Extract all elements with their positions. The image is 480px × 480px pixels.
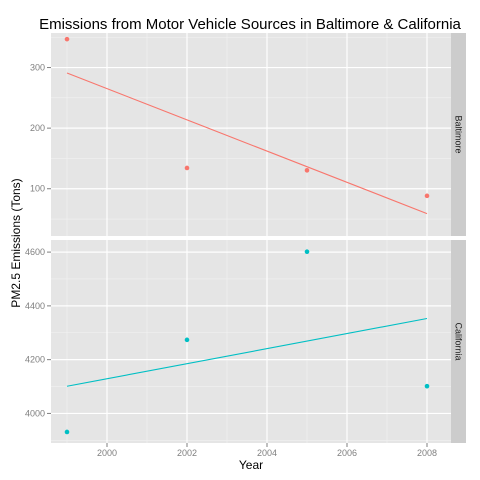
x-tick-label: 2002 — [177, 448, 197, 458]
data-point — [305, 168, 310, 173]
panel-background — [51, 240, 451, 443]
x-tick-label: 2006 — [337, 448, 357, 458]
data-point — [65, 37, 70, 42]
x-axis: 2000 2002 2004 2006 2008 — [97, 443, 437, 458]
y-tick-label: 300 — [30, 63, 45, 73]
facet-label-baltimore: Baltimore — [454, 115, 464, 153]
panel-baltimore: 100 200 300 Baltimore — [30, 33, 466, 236]
x-axis-title: Year — [239, 458, 263, 472]
panel-california: 4000 4200 4400 4600 California — [25, 240, 466, 443]
chart-panels: 100 200 300 Baltimore 4000 4200 4400 4600 Califo… — [25, 33, 466, 443]
data-point — [425, 194, 430, 199]
y-tick-label: 200 — [30, 123, 45, 133]
data-point — [425, 384, 430, 389]
data-point — [185, 166, 190, 171]
x-tick-label: 2000 — [97, 448, 117, 458]
data-point — [185, 338, 190, 343]
y-tick-label: 4400 — [25, 301, 45, 311]
y-axis-title: PM2.5 Emissions (Tons) — [9, 178, 23, 307]
y-tick-label: 100 — [30, 184, 45, 194]
y-tick-label: 4000 — [25, 408, 45, 418]
x-tick-label: 2004 — [257, 448, 277, 458]
x-tick-label: 2008 — [417, 448, 437, 458]
chart-title: Emissions from Motor Vehicle Sources in … — [39, 16, 461, 33]
data-point — [305, 249, 310, 254]
panel-background — [51, 33, 451, 236]
y-tick-label: 4600 — [25, 247, 45, 257]
facet-label-california: California — [454, 322, 464, 360]
data-point — [65, 430, 70, 435]
y-tick-label: 4200 — [25, 355, 45, 365]
